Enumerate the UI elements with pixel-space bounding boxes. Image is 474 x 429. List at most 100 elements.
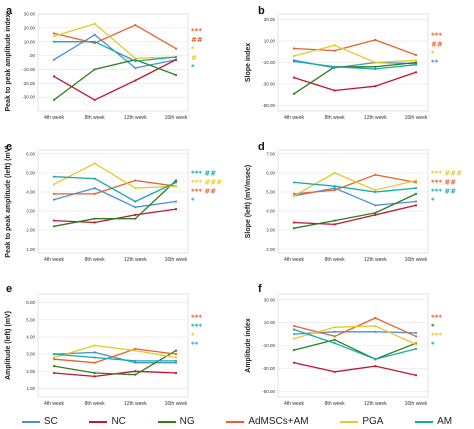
series-line-ng [53, 350, 177, 376]
series-line-pga [53, 344, 177, 359]
y-tick-label: -30.00 [262, 366, 275, 371]
y-tick-label: -50.00 [262, 103, 275, 108]
data-point [52, 40, 56, 43]
data-point [52, 32, 56, 35]
y-tick-label: 1.00 [26, 386, 35, 391]
data-point [93, 33, 96, 36]
data-point [52, 198, 56, 201]
data-point [414, 187, 418, 190]
significance-marker: *** [191, 314, 202, 322]
data-point [134, 349, 137, 352]
panel-label: b [258, 5, 265, 17]
series-line-admscs-am [53, 24, 177, 50]
legend-label: SC [43, 416, 58, 427]
data-point [292, 361, 296, 364]
data-point [174, 356, 178, 359]
data-point [93, 98, 96, 102]
data-point [374, 365, 377, 368]
y-axis-label: Amplitude index [245, 318, 252, 373]
x-tick-label: 4th week [44, 401, 65, 407]
significance-marker: * [431, 197, 435, 205]
y-tick-label: 5.00 [26, 170, 35, 175]
data-point [374, 316, 377, 320]
data-point [414, 53, 418, 57]
x-tick-label: 16th week [165, 257, 188, 263]
y-tick-label: 6.00 [266, 170, 275, 175]
data-point [374, 173, 377, 176]
data-point [374, 85, 377, 88]
y-tick-label: -30.00 [262, 82, 275, 87]
data-point [333, 44, 336, 47]
y-tick-label: -20.00 [22, 81, 35, 86]
y-tick-label: -10.00 [262, 60, 275, 65]
data-point [333, 219, 336, 222]
data-point [93, 351, 96, 354]
data-point [174, 181, 178, 184]
data-point [52, 183, 56, 186]
data-point [134, 23, 137, 27]
plot-frame [277, 149, 429, 254]
legend-label: AM [437, 416, 453, 427]
x-tick-label: 12th week [364, 115, 387, 121]
data-point [292, 92, 296, 95]
data-point [414, 59, 418, 62]
data-point [52, 58, 56, 61]
y-tick-label: 20.00 [24, 25, 36, 30]
data-point [52, 35, 56, 38]
legend-item: PGA [340, 416, 383, 427]
data-point [93, 22, 96, 25]
series-line-pga [293, 44, 417, 64]
data-point [292, 227, 296, 230]
series-line-admscs-am [293, 39, 417, 56]
legend-swatch [89, 420, 108, 423]
significance-marker: * [431, 49, 435, 57]
y-tick-label: 7.00 [266, 151, 275, 156]
series-line-am [293, 60, 417, 70]
panel-b: 30.00 10.00 -10.00 -30.00 -50.00 4th week 8th … [245, 5, 443, 121]
legend-swatch [415, 420, 434, 423]
significance-marker: *** ## [191, 170, 216, 178]
data-point [414, 204, 418, 207]
y-tick-label: 6.00 [26, 151, 35, 156]
legend-label: NC [111, 416, 126, 427]
data-point [414, 192, 418, 195]
significance-marker: ** [191, 341, 199, 349]
data-point [414, 71, 418, 74]
data-point [134, 187, 137, 190]
y-tick-label: 4.00 [26, 190, 35, 195]
data-point [134, 347, 137, 351]
data-point [52, 352, 56, 356]
data-point [292, 192, 296, 195]
data-point [134, 361, 137, 364]
data-point [292, 332, 296, 336]
series-line-admscs-am [293, 174, 417, 195]
series-line-am [53, 176, 177, 203]
data-point [333, 187, 336, 190]
data-point [374, 211, 377, 215]
data-point [374, 204, 377, 207]
data-point [52, 98, 56, 102]
data-point [292, 47, 296, 50]
y-tick-label: .00 [29, 53, 36, 58]
data-point [174, 361, 178, 364]
data-point [134, 370, 137, 373]
y-tick-label: 10.00 [24, 39, 36, 44]
y-axis-label: Slope (left) (mV/msec) [245, 165, 252, 239]
data-point [292, 194, 296, 197]
data-point [414, 347, 418, 351]
data-point [333, 185, 336, 188]
data-point [414, 331, 418, 335]
legend-label: AdMSCs+AM [248, 416, 309, 427]
x-tick-label: 16th week [405, 257, 428, 263]
data-point [134, 206, 137, 209]
data-point [414, 200, 418, 203]
series-line-pga [293, 325, 417, 345]
significance-marker: *** ## [431, 188, 456, 196]
data-point [374, 358, 377, 361]
data-point [134, 79, 137, 82]
x-tick-label: 8th week [85, 257, 106, 263]
significance-marker: *** [431, 31, 442, 39]
data-point [414, 61, 418, 64]
x-tick-label: 12th week [124, 257, 147, 263]
data-point [292, 337, 296, 340]
